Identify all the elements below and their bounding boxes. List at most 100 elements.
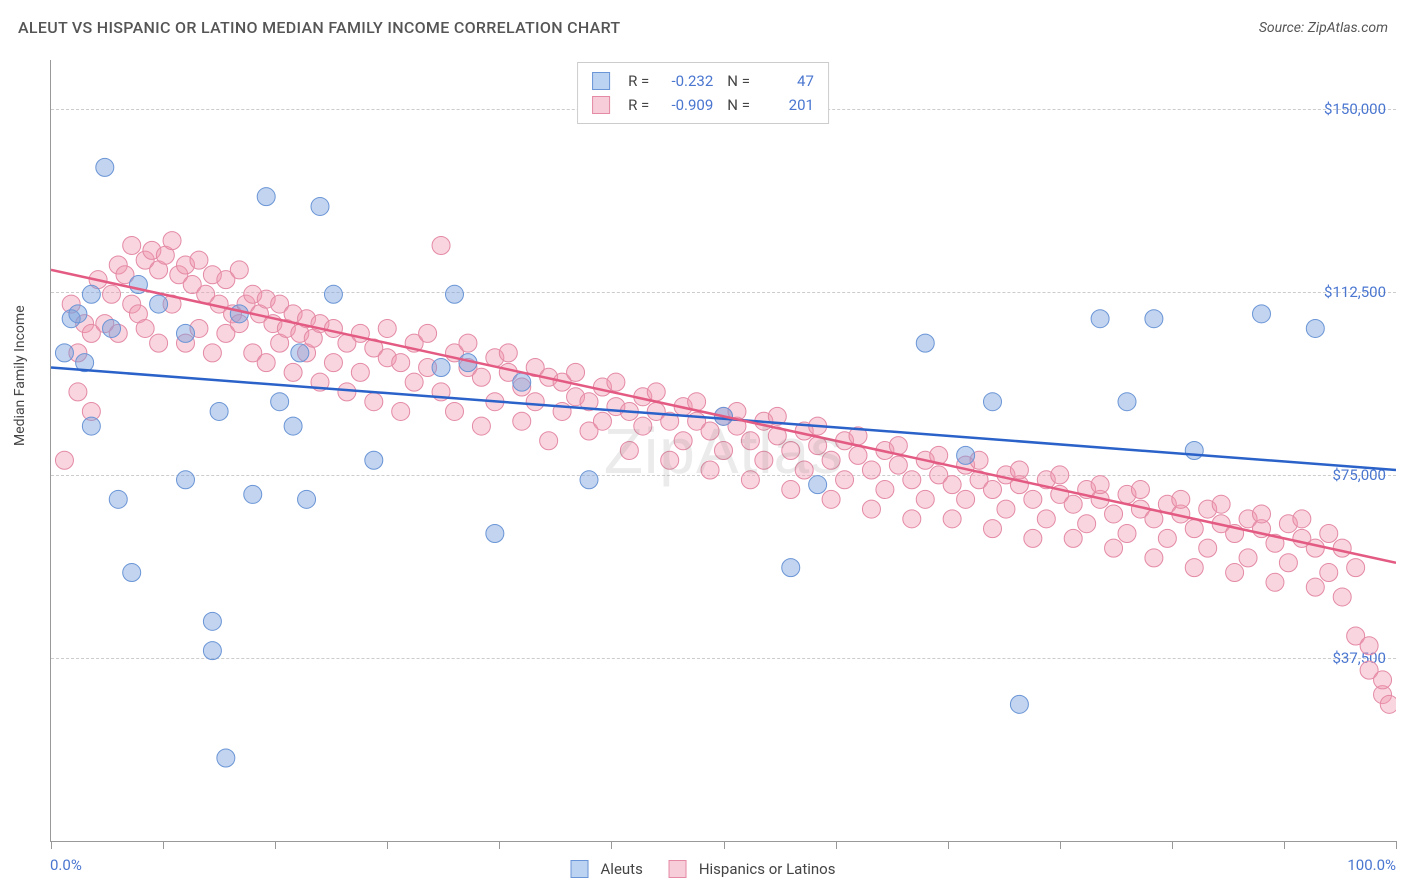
legend-row-hispanics: R = -0.909 N = 201 <box>592 93 814 117</box>
data-point <box>661 451 679 469</box>
data-point <box>82 285 100 303</box>
data-point <box>1037 510 1055 528</box>
chart-header: ALEUT VS HISPANIC OR LATINO MEDIAN FAMIL… <box>18 18 1388 37</box>
n-label: N = <box>727 93 750 117</box>
data-point <box>1064 495 1082 513</box>
data-point <box>1024 529 1042 547</box>
data-point <box>203 642 221 660</box>
x-tick <box>1396 841 1397 849</box>
data-point <box>1380 695 1396 713</box>
r-value-hispanics: -0.909 <box>657 93 713 117</box>
data-point <box>1185 559 1203 577</box>
legend-item-aleuts: Aleuts <box>571 860 643 878</box>
x-tick <box>1172 841 1173 849</box>
data-point <box>1226 564 1244 582</box>
data-point <box>324 354 342 372</box>
data-point <box>1118 393 1136 411</box>
data-point <box>957 446 975 464</box>
data-point <box>782 559 800 577</box>
data-point <box>1118 524 1136 542</box>
data-point <box>190 251 208 269</box>
data-point <box>755 451 773 469</box>
data-point <box>634 417 652 435</box>
data-point <box>150 334 168 352</box>
legend-label-hispanics: Hispanics or Latinos <box>699 860 836 878</box>
data-point <box>210 402 228 420</box>
data-point <box>822 451 840 469</box>
data-point <box>177 324 195 342</box>
data-point <box>257 188 275 206</box>
plot-area: ZipAtlas $37,500$75,000$112,500$150,000 <box>50 60 1396 842</box>
data-point <box>244 485 262 503</box>
data-point <box>957 490 975 508</box>
legend-item-hispanics: Hispanics or Latinos <box>669 860 836 878</box>
r-label: R = <box>628 69 649 93</box>
data-point <box>580 471 598 489</box>
data-point <box>540 432 558 450</box>
data-point <box>311 197 329 215</box>
data-point <box>1333 539 1351 557</box>
data-point <box>203 344 221 362</box>
data-point <box>419 324 437 342</box>
data-point <box>862 500 880 518</box>
data-point <box>1185 520 1203 538</box>
x-tick <box>724 841 725 849</box>
data-point <box>1051 466 1069 484</box>
legend-correlation: R = -0.232 N = 47 R = -0.909 N = 201 <box>577 62 829 124</box>
data-point <box>1266 573 1284 591</box>
data-point <box>1360 637 1378 655</box>
x-axis-label-left: 0.0% <box>50 856 82 874</box>
data-point <box>392 354 410 372</box>
data-point <box>55 451 73 469</box>
data-point <box>782 442 800 460</box>
data-point <box>1253 305 1271 323</box>
data-point <box>123 564 141 582</box>
swatch-hispanics-icon <box>669 860 687 878</box>
data-point <box>324 319 342 337</box>
data-point <box>96 158 114 176</box>
data-point <box>1078 515 1096 533</box>
data-point <box>378 319 396 337</box>
data-point <box>271 393 289 411</box>
data-point <box>291 344 309 362</box>
n-label: N = <box>727 69 750 93</box>
data-point <box>1091 310 1109 328</box>
swatch-hispanics <box>592 96 610 114</box>
data-point <box>338 383 356 401</box>
data-point <box>472 417 490 435</box>
data-point <box>701 461 719 479</box>
data-point <box>405 373 423 391</box>
data-point <box>203 612 221 630</box>
data-point <box>1010 695 1028 713</box>
swatch-aleuts <box>592 72 610 90</box>
data-point <box>1253 505 1271 523</box>
data-point <box>862 461 880 479</box>
chart-svg <box>51 60 1396 841</box>
data-point <box>136 319 154 337</box>
data-point <box>69 305 87 323</box>
data-point <box>607 373 625 391</box>
data-point <box>903 510 921 528</box>
data-point <box>567 363 585 381</box>
data-point <box>103 285 121 303</box>
data-point <box>1024 490 1042 508</box>
data-point <box>741 471 759 489</box>
data-point <box>984 481 1002 499</box>
data-point <box>1158 529 1176 547</box>
data-point <box>674 432 692 450</box>
data-point <box>620 442 638 460</box>
trend-line <box>51 270 1396 563</box>
data-point <box>499 344 517 362</box>
data-point <box>103 319 121 337</box>
data-point <box>1212 495 1230 513</box>
data-point <box>365 451 383 469</box>
data-point <box>876 481 894 499</box>
data-point <box>1306 578 1324 596</box>
legend-series: Aleuts Hispanics or Latinos <box>571 860 836 878</box>
x-tick <box>1284 841 1285 849</box>
data-point <box>1172 490 1190 508</box>
data-point <box>163 232 181 250</box>
data-point <box>324 285 342 303</box>
data-point <box>849 446 867 464</box>
data-point <box>916 334 934 352</box>
